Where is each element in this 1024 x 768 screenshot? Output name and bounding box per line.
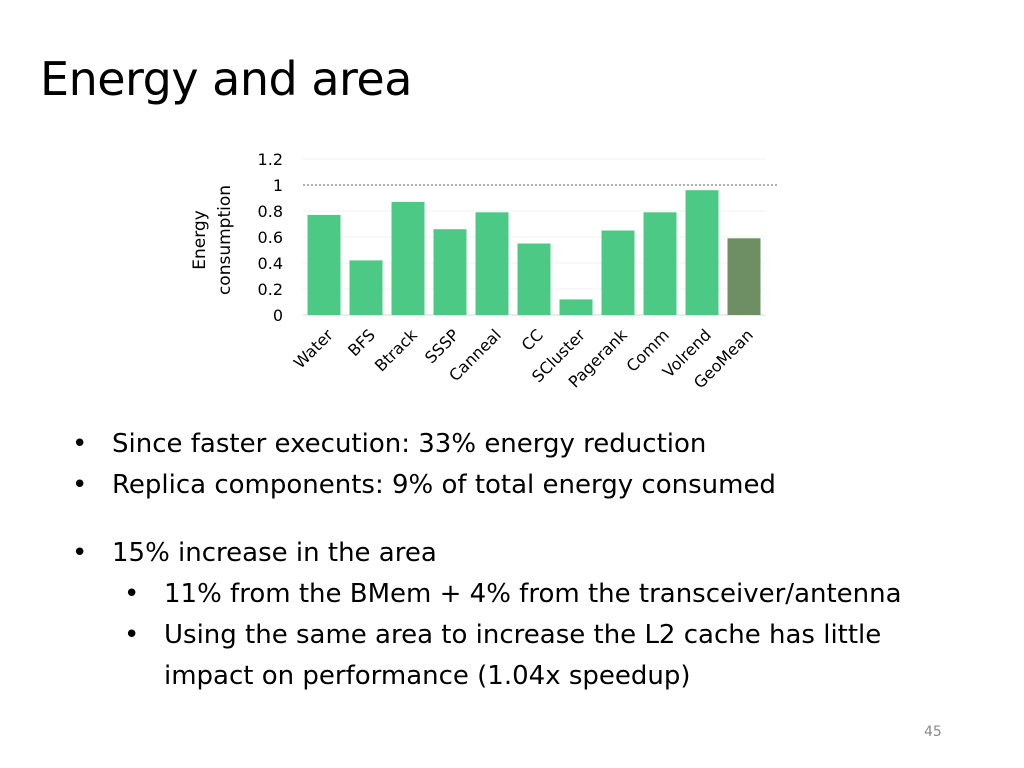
y-tick-label: 0.2	[258, 280, 283, 299]
bar-comm	[643, 212, 677, 315]
x-tick-label: Btrack	[371, 325, 422, 376]
sub-bullet-bmem: 11% from the BMem + 4% from the transcei…	[112, 574, 972, 615]
slide-title: Energy and area	[40, 52, 412, 106]
bullet-area-increase: 15% increase in the area 11% from the BM…	[72, 533, 972, 697]
bullet-list-results: Since faster execution: 33% energy reduc…	[72, 424, 776, 506]
bar-volrend	[685, 190, 719, 315]
chart-y-axis-label: Energy consumption	[190, 185, 235, 295]
y-axis-label-line: Energy	[190, 210, 210, 270]
x-tick-label: CC	[518, 325, 547, 354]
bar-scluster	[559, 299, 593, 315]
sub-bullet-list: 11% from the BMem + 4% from the transcei…	[112, 574, 972, 697]
bullet-replica-energy: Replica components: 9% of total energy c…	[72, 465, 776, 506]
bar-water	[307, 214, 341, 315]
bullet-list-area: 15% increase in the area 11% from the BM…	[72, 533, 972, 697]
y-tick-label: 0	[273, 306, 283, 325]
sub-bullet-l2-cache: Using the same area to increase the L2 c…	[112, 615, 972, 697]
y-tick-label: 1.2	[258, 150, 283, 169]
chart-y-ticks: 0 0.2 0.4 0.6 0.8 1 1.2	[258, 150, 283, 325]
bar-pagerank	[601, 230, 635, 315]
x-tick-label: Water	[290, 325, 337, 372]
y-tick-label: 0.8	[258, 202, 283, 221]
bar-geomean	[727, 238, 761, 315]
slide-number: 45	[924, 724, 942, 740]
bar-btrack	[391, 201, 425, 315]
y-tick-label: 0.4	[258, 254, 283, 273]
bar-bfs	[349, 260, 383, 315]
bullet-area-increase-text: 15% increase in the area	[112, 538, 437, 568]
bar-cc	[517, 243, 551, 315]
y-tick-label: 1	[273, 176, 283, 195]
chart-bars	[307, 190, 761, 315]
y-axis-label-line: consumption	[215, 185, 235, 295]
x-tick-label: BFS	[344, 325, 379, 360]
bar-sssp	[433, 229, 467, 315]
bar-canneal	[475, 212, 509, 315]
bullet-energy-reduction: Since faster execution: 33% energy reduc…	[72, 424, 776, 465]
y-tick-label: 0.6	[258, 228, 283, 247]
